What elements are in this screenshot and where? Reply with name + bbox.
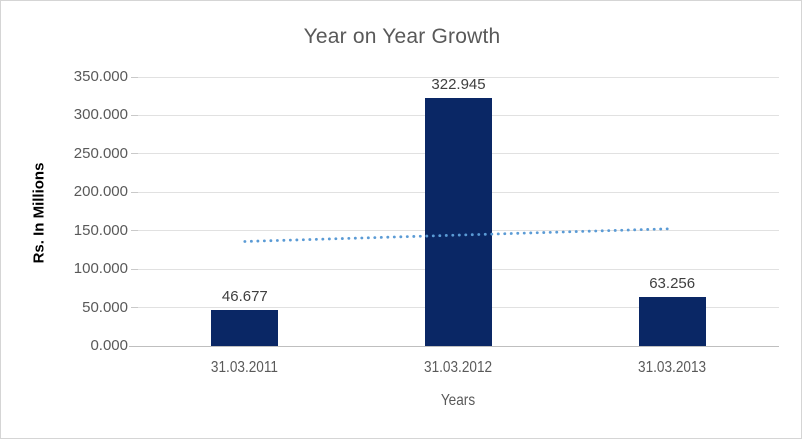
y-axis-tick-label: 50.000 [82, 298, 128, 316]
x-axis-category: 31.03.2011 [175, 359, 315, 377]
y-axis-tick-label: 200.000 [73, 183, 128, 201]
y-axis-tickmark [131, 114, 138, 116]
chart-title: Year on Year Growth [303, 25, 501, 48]
x-axis-tick-label: 31.03.2013 [638, 359, 707, 376]
y-axis-tick-label: 250.000 [73, 144, 128, 162]
y-axis-tickmark [131, 153, 138, 155]
y-axis-tickmark [131, 230, 138, 232]
y-axis-title: Rs. In Millions [30, 162, 48, 264]
bar-31.03.2012 [425, 97, 492, 346]
y-axis-tick-label: 0.000 [90, 337, 128, 354]
gridline [138, 76, 779, 78]
x-axis-category: 31.03.2013 [602, 359, 742, 377]
x-axis-tick-label: 31.03.2012 [424, 359, 493, 376]
plot-area: 46.677 322.945 63.256 [138, 75, 779, 346]
data-label: 46.677 [221, 288, 268, 306]
y-axis-tick-label: 100.000 [73, 260, 128, 278]
y-axis-tickmark [131, 307, 138, 309]
x-axis-title-label: Years [440, 392, 476, 409]
x-axis-tick-label: 31.03.2011 [211, 359, 279, 376]
bar-31.03.2013 [638, 297, 706, 346]
y-axis-tickmark [131, 76, 138, 78]
y-axis-tick-label: 350.000 [73, 68, 128, 85]
y-axis-tick-label: 300.000 [73, 106, 128, 124]
trendline [243, 227, 674, 243]
x-axis-title: Years [438, 392, 478, 410]
y-axis-tickmark [131, 268, 138, 270]
bar-31.03.2011 [211, 310, 279, 346]
x-axis-line [129, 346, 779, 347]
data-label: 63.256 [649, 275, 696, 293]
trendline-path [243, 227, 674, 243]
data-label: 322.945 [431, 75, 486, 93]
y-axis-tick-label: 150.000 [73, 221, 128, 239]
x-axis-category: 31.03.2012 [389, 359, 529, 377]
y-axis-tickmark [131, 191, 138, 193]
